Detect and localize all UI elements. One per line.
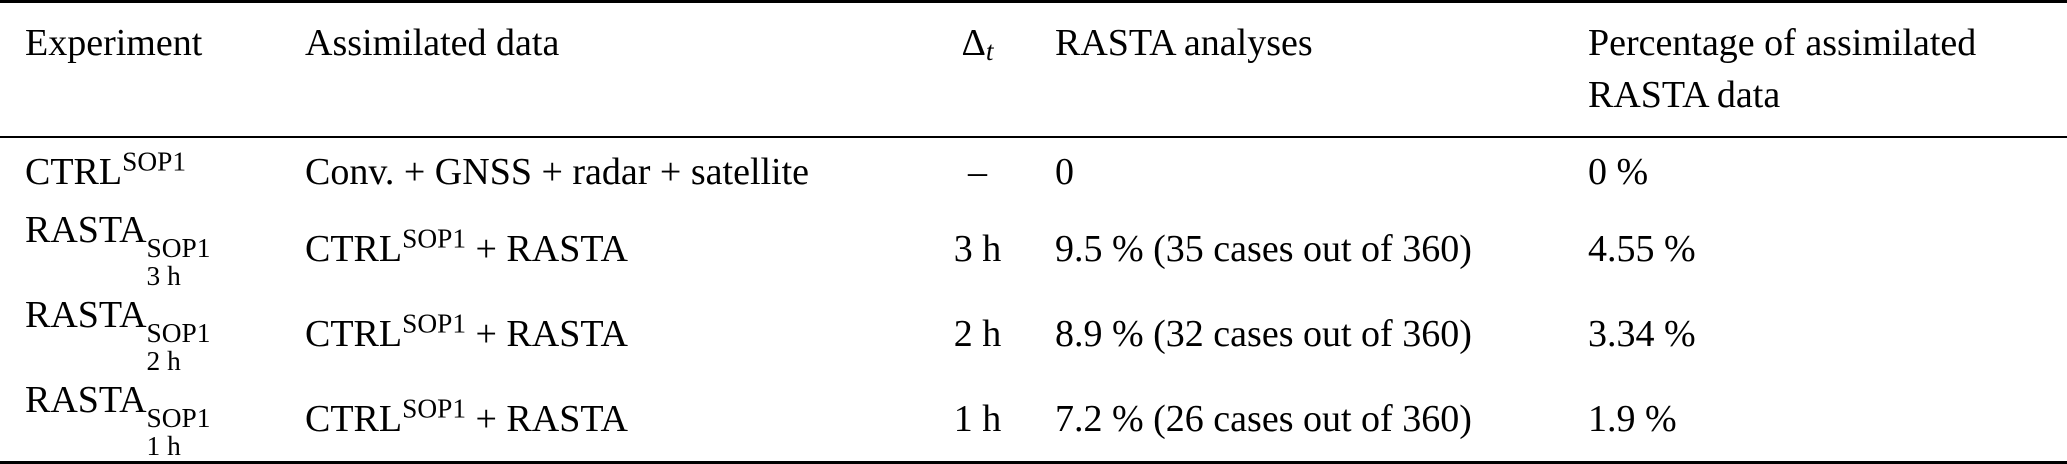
cell-delta-t: 1 h [953, 398, 1002, 441]
experiment-superscript: SOP1 [146, 232, 211, 263]
cell-percentage: 0 % [1588, 151, 1649, 194]
header-percentage-line2: RASTA data [1588, 74, 1781, 117]
header-delta-t: Δt [925, 2, 1030, 137]
cell-rasta-analyses: 7.2 % (26 cases out of 360) [1055, 398, 1472, 441]
cell-percentage: 1.9 % [1588, 398, 1677, 441]
cell-percentage: 3.34 % [1588, 313, 1696, 356]
cell-delta-t: 2 h [953, 313, 1002, 356]
experiment-subscript: 3 h [146, 260, 181, 291]
cell-assimilated-data: Conv. + GNSS + radar + satellite [280, 137, 925, 207]
assimilated-text: Conv. + GNSS + radar + satellite [305, 151, 810, 194]
header-assimilated-data: Assimilated data [280, 2, 925, 137]
table-row: CTRLSOP1 Conv. + GNSS + radar + satellite… [0, 137, 2067, 207]
assimilated-superscript: SOP1 [402, 393, 466, 424]
cell-rasta-analyses: 9.5 % (35 cases out of 360) [1055, 228, 1472, 271]
assimilated-text-post: + RASTA [466, 313, 628, 356]
assimilated-text-post: + RASTA [466, 228, 628, 271]
cell-experiment: RASTA SOP1 2 h [0, 292, 280, 377]
header-rasta-analyses: RASTA analyses [1030, 2, 1588, 137]
header-assimilated-data-label: Assimilated data [305, 22, 560, 64]
experiment-name: RASTA [25, 378, 147, 421]
cell-assimilated-data: CTRLSOP1 + RASTA [280, 377, 925, 463]
experiment-name: RASTA [25, 208, 147, 251]
header-experiment-label: Experiment [25, 22, 203, 64]
header-percentage: Percentage of assimilated RASTA data [1588, 2, 2067, 137]
header-rasta-analyses-label: RASTA analyses [1055, 22, 1313, 64]
header-percentage-line1: Percentage of assimilated [1588, 22, 1977, 64]
assimilated-text: CTRL [305, 313, 403, 356]
experiment-supsub: SOP1 2 h [146, 317, 211, 376]
assimilated-text: CTRL [305, 228, 403, 271]
experiment-name: RASTA [25, 293, 147, 336]
experiment-subscript: 2 h [146, 345, 181, 376]
cell-delta-t: – [968, 151, 987, 194]
cell-experiment: RASTA SOP1 3 h [0, 207, 280, 292]
experiment-superscript: SOP1 [146, 402, 211, 433]
cell-percentage: 4.55 % [1588, 228, 1696, 271]
experiment-subscript: 1 h [146, 430, 181, 461]
table-body: CTRLSOP1 Conv. + GNSS + radar + satellite… [0, 137, 2067, 463]
experiment-name: CTRL [25, 151, 123, 194]
cell-experiment: CTRLSOP1 [0, 137, 280, 207]
delta-symbol: Δ [961, 22, 986, 64]
experiment-superscript: SOP1 [146, 317, 211, 348]
cell-assimilated-data: CTRLSOP1 + RASTA [280, 207, 925, 292]
cell-rasta-analyses: 8.9 % (32 cases out of 360) [1055, 313, 1472, 356]
table-row: RASTA SOP1 3 h CTRLSOP1 + RASTA 3 h 9.5 % (35… [0, 207, 2067, 292]
cell-delta-t: 3 h [953, 228, 1002, 271]
experiment-supsub: SOP1 3 h [146, 232, 211, 291]
experiment-supsub: SOP1 1 h [146, 402, 211, 461]
table-row: RASTA SOP1 1 h CTRLSOP1 + RASTA 1 h 7.2 % (26… [0, 377, 2067, 463]
cell-experiment: RASTA SOP1 1 h [0, 377, 280, 463]
assimilated-text-post: + RASTA [466, 398, 628, 441]
experiment-superscript: SOP1 [122, 146, 186, 177]
delta-subscript: t [985, 35, 994, 66]
cell-rasta-analyses: 0 [1055, 151, 1074, 194]
assimilated-superscript: SOP1 [402, 308, 466, 339]
table-header: Experiment Assimilated data Δt RASTA ana… [0, 2, 2067, 137]
table-row: RASTA SOP1 2 h CTRLSOP1 + RASTA 2 h 8.9 % (32… [0, 292, 2067, 377]
cell-assimilated-data: CTRLSOP1 + RASTA [280, 292, 925, 377]
assimilated-superscript: SOP1 [402, 223, 466, 254]
assimilated-text: CTRL [305, 398, 403, 441]
header-experiment: Experiment [0, 2, 280, 137]
header-row: Experiment Assimilated data Δt RASTA ana… [0, 2, 2067, 137]
